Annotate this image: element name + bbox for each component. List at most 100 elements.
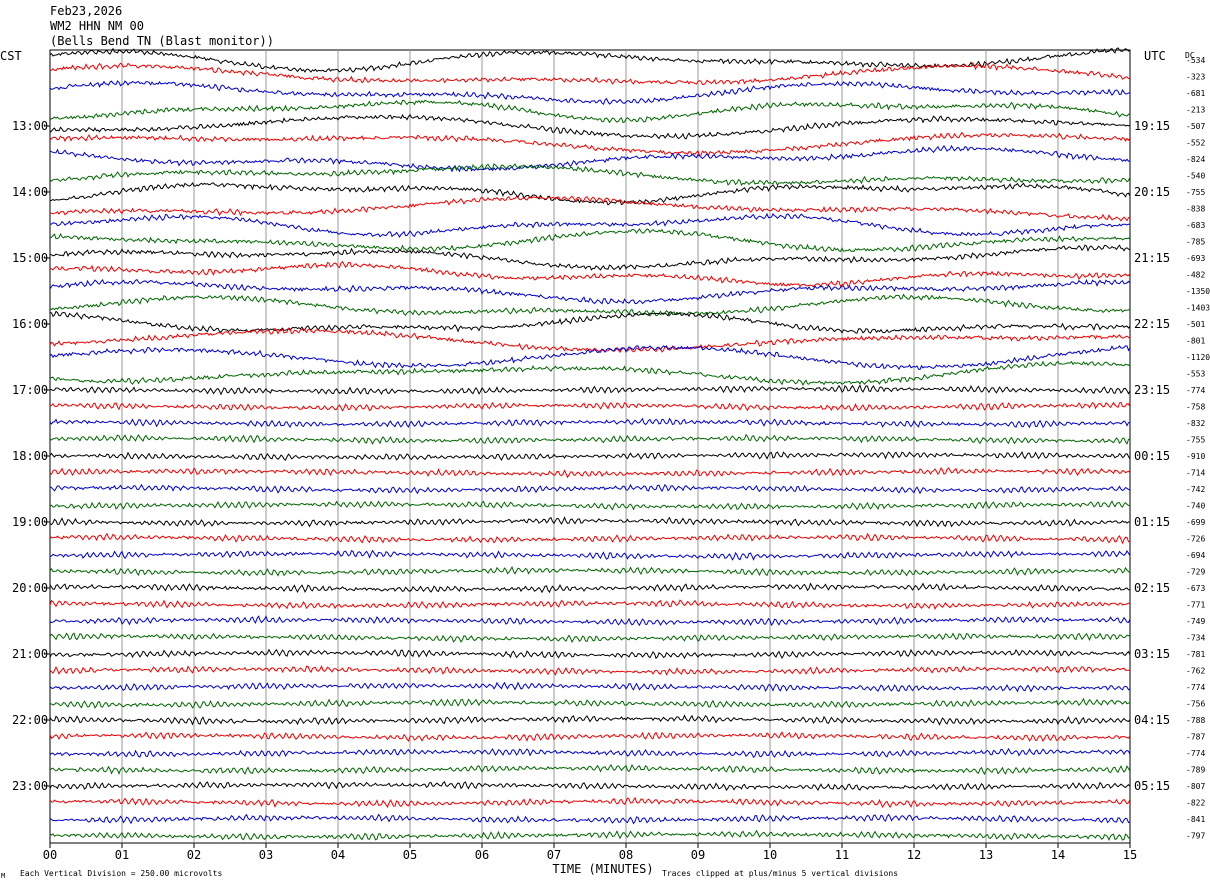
dc-offset-label: -740 [1186,502,1205,511]
utc-hour-label: 03:15 [1134,647,1170,661]
trace-line [49,615,1131,627]
dc-offset-label: -501 [1186,320,1205,329]
trace-line [49,99,1131,124]
dc-offset-label: -734 [1186,634,1205,643]
x-tick-label: 13 [979,848,993,862]
utc-hour-label: 23:15 [1134,383,1170,397]
x-tick-label: 04 [331,848,345,862]
trace-line [49,450,1131,462]
dc-offset-label: -693 [1186,254,1205,263]
utc-hour-label: 01:15 [1134,515,1170,529]
trace-line [49,731,1131,743]
dc-offset-label: -774 [1186,683,1205,692]
cst-hour-label: 16:00 [12,317,48,331]
trace-line [49,648,1131,660]
trace-line [49,62,1131,86]
dc-offset-label: -755 [1186,188,1205,197]
trace-line [49,681,1131,693]
trace-line [49,195,1131,222]
trace-line [49,599,1131,610]
trace-line [49,212,1130,238]
x-tick-label: 03 [259,848,273,862]
trace-line [49,532,1131,545]
utc-hour-label: 04:15 [1134,713,1170,727]
dc-offset-label: -673 [1186,584,1205,593]
header-location: (Bells Bend TN (Blast monitor)) [50,34,274,48]
traces [49,47,1131,842]
utc-hour-label: 19:15 [1134,119,1170,133]
utc-hour-label: 05:15 [1134,779,1170,793]
dc-offset-label: -781 [1186,650,1205,659]
trace-line [49,278,1131,305]
dc-offset-label: -323 [1186,73,1205,82]
dc-offset-label: -755 [1186,436,1205,445]
x-tick-label: 09 [691,848,705,862]
trace-line [49,796,1131,809]
cst-hour-label: 13:00 [12,119,48,133]
dc-offset-label: -726 [1186,535,1205,544]
dc-offset-label: -807 [1186,782,1205,791]
dc-offset-label: -213 [1186,106,1205,115]
header-station: WM2 HHN NM 00 [50,19,144,33]
utc-axis-label: UTC [1144,49,1166,63]
dc-offset-label: -742 [1186,485,1205,494]
cst-hour-label: 19:00 [12,515,48,529]
header-date: Feb23,2026 [50,4,123,18]
clip-note: Traces clipped at plus/minus 5 vertical … [662,869,898,878]
trace-line [49,345,1131,371]
trace-line [49,228,1131,253]
dc-offset-label: -774 [1186,386,1205,395]
trace-line [49,549,1131,561]
trace-line [49,665,1131,676]
trace-line [49,244,1131,271]
cst-hour-label: 20:00 [12,581,48,595]
corner-mark: M [1,872,5,880]
dc-offset-label: -841 [1186,815,1205,824]
x-tick-label: 12 [907,848,921,862]
trace-line [49,632,1131,644]
dc-offset-label: -756 [1186,700,1205,709]
dc-offset-label: -1403 [1186,304,1210,313]
trace-line [49,747,1131,759]
trace-line [49,417,1131,429]
dc-offset-label: -832 [1186,419,1205,428]
trace-line [49,433,1131,446]
trace-line [49,310,1131,334]
x-tick-label: 08 [619,848,633,862]
cst-hour-label: 14:00 [12,185,48,199]
trace-line [49,293,1131,317]
x-tick-label: 15 [1123,848,1137,862]
trace-line [49,714,1131,726]
trace-line [49,516,1131,528]
x-tick-label: 07 [547,848,561,862]
trace-line [49,131,1131,156]
dc-column-label: DC [1185,51,1195,60]
trace-line [49,813,1131,825]
dc-offset-label: -762 [1186,667,1205,676]
scale-note: Each Vertical Division = 250.00 microvol… [20,869,222,878]
dc-offset-label: -788 [1186,716,1205,725]
x-tick-label: 14 [1051,848,1065,862]
trace-line [49,261,1131,288]
cst-axis-label: CST [0,49,22,63]
cst-hour-label: 21:00 [12,647,48,661]
dc-offset-label: -789 [1186,766,1205,775]
trace-line [49,360,1131,386]
trace-line [49,163,1131,187]
trace-line [49,466,1131,479]
dc-offset-label: -1120 [1186,353,1210,362]
plot-frame [49,49,1131,844]
dc-offset-label: -787 [1186,733,1205,742]
x-tick-label: 11 [835,848,849,862]
dc-offset-label: -797 [1186,832,1205,841]
cst-hour-label: 15:00 [12,251,48,265]
trace-line [49,500,1131,511]
dc-offset-label: -910 [1186,452,1205,461]
trace-line [49,182,1131,206]
dc-offset-label: -785 [1186,238,1205,247]
x-axis-title: TIME (MINUTES) [552,862,653,876]
dc-offset-label: -801 [1186,337,1205,346]
dc-offset-label: -534 [1186,56,1205,65]
trace-line [49,401,1131,412]
